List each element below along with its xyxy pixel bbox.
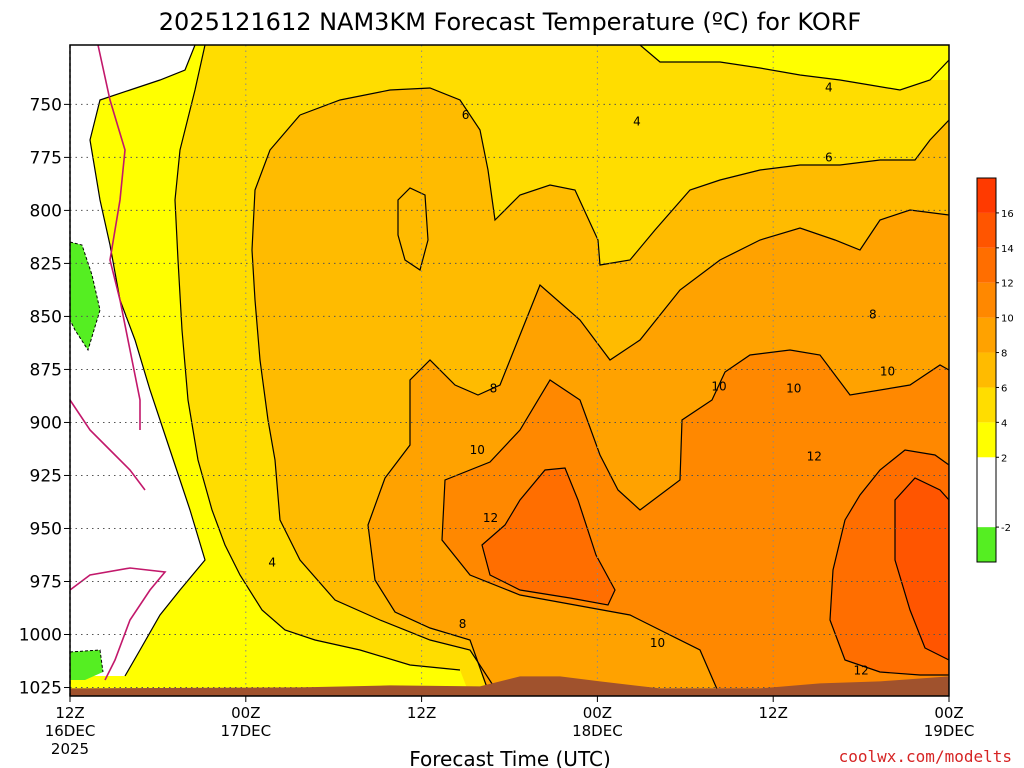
fill-below-minus2-upper [70,242,100,350]
colorbar-label-8: 16 [1001,209,1014,220]
fill-2-4-ne [640,45,949,90]
contour-label-11: 12 [483,511,498,525]
fill-below-2-inner [98,118,160,180]
y-tick-label-950: 950 [30,519,62,539]
y-tick-label-800: 800 [30,201,62,221]
x-tick-year-0: 2025 [51,740,89,758]
y-tick-label-850: 850 [30,307,62,327]
fill-12-14-center [482,468,615,605]
x-tick-date-3: 18DEC [572,722,623,740]
contour-label-1: 4 [633,114,641,128]
fill-10-12 [442,350,949,696]
colorbar-label-5: 10 [1001,314,1014,325]
x-tick-label-4: 12Z [759,704,788,722]
contour-2-line [89,45,206,677]
contour-14-line-east [894,477,949,661]
y-tick-label-775: 775 [30,148,62,168]
y-axis: 750 775 800 825 850 875 900 925 950 975 1000 1025 [19,95,70,699]
contour-lines [70,45,949,696]
contour-4-line-ne [639,45,949,91]
x-tick-label-3: 00Z [583,704,612,722]
contour-label-6: 8 [490,382,498,396]
colorbar-bin-1 [977,457,996,528]
contour-label-2: 4 [825,80,833,94]
colorbar: -2 2 4 6 8 10 12 14 16 [976,177,1014,563]
fill-14-16-east [895,478,949,660]
y-tick-label-975: 975 [30,572,62,592]
contour-6-line-west [251,114,501,696]
colorbar-frame [976,177,997,563]
y-tick-label-1025: 1025 [19,679,62,699]
contour-label-4: 8 [869,307,877,321]
contour-label-5: 10 [880,365,895,379]
contour-label-9: 10 [470,443,485,457]
colorbar-label-2: 4 [1001,418,1007,429]
y-tick-label-1000: 1000 [19,626,62,646]
colorbar-label-1: 2 [1001,453,1007,464]
contour-labels: 6 4 4 6 8 10 8 10 10 10 12 12 4 8 10 12 [268,80,895,677]
colorbar-bin-4 [977,352,996,388]
colorbar-bin-7 [977,247,996,283]
contour-label-3: 6 [825,150,833,164]
colorbar-bin-6 [977,282,996,318]
contour-minus2-line-upper [70,241,101,352]
contour-minus2-line-lower [70,649,104,673]
contour-label-8: 10 [786,382,801,396]
contour-0-line-magenta-lower [70,399,146,491]
contour-8-line [367,209,949,696]
fill-below-minus2-lower [70,650,103,680]
colorbar-label-3: 6 [1001,383,1007,394]
fill-below-2 [70,45,205,676]
colorbar-bin-3 [977,387,996,423]
x-tick-date-0: 16DEC [45,722,96,740]
x-tick-label-0: 12Z [55,704,84,722]
contour-4-line-west [174,45,461,671]
colorbar-label-4: 8 [1001,349,1007,360]
contour-10-line [441,349,949,696]
contour-label-14: 10 [650,636,665,650]
colorbar-bin-0 [977,527,996,562]
colorbar-bin-9 [977,178,996,213]
colorbar-label-6: 12 [1001,279,1014,290]
colorbar-bin-5 [977,317,996,353]
contour-12-line-center [481,467,616,606]
contour-label-0: 6 [462,108,470,122]
contour-6-line [299,87,949,266]
ground-fill [70,676,949,696]
y-tick-label-825: 825 [30,254,62,274]
contour-label-12: 4 [268,555,276,569]
contour-0-line-magenta [97,45,141,430]
colorbar-label-0: -2 [1001,523,1011,534]
plot-fill [70,45,949,696]
x-tick-label-2: 12Z [407,704,436,722]
x-axis-label: Forecast Time (UTC) [409,747,611,768]
colorbar-label-7: 14 [1001,244,1014,255]
contour-label-7: 10 [711,379,726,393]
y-tick-label-900: 900 [30,413,62,433]
y-tick-label-750: 750 [30,95,62,115]
x-tick-label-1: 00Z [231,704,260,722]
y-tick-label-925: 925 [30,466,62,486]
ground-surface [70,676,949,696]
y-tick-label-875: 875 [30,360,62,380]
colorbar-bin-2 [977,422,996,458]
contour-0-line-magenta-bottom [70,567,167,681]
x-tick-date-1: 17DEC [221,722,272,740]
credit-label: coolwx.com/modelts [839,747,1012,766]
chart-title: 2025121612 NAM3KM Forecast Temperature (… [159,8,861,36]
contour-6-line-isle [397,187,429,271]
contour-12-line-east [829,449,949,676]
contour-label-13: 8 [459,617,467,631]
contour-label-15: 12 [853,664,868,678]
colorbar-bin-8 [977,212,996,248]
x-tick-label-5: 00Z [934,704,963,722]
x-tick-date-5: 19DEC [924,722,975,740]
contour-label-10: 12 [807,449,822,463]
